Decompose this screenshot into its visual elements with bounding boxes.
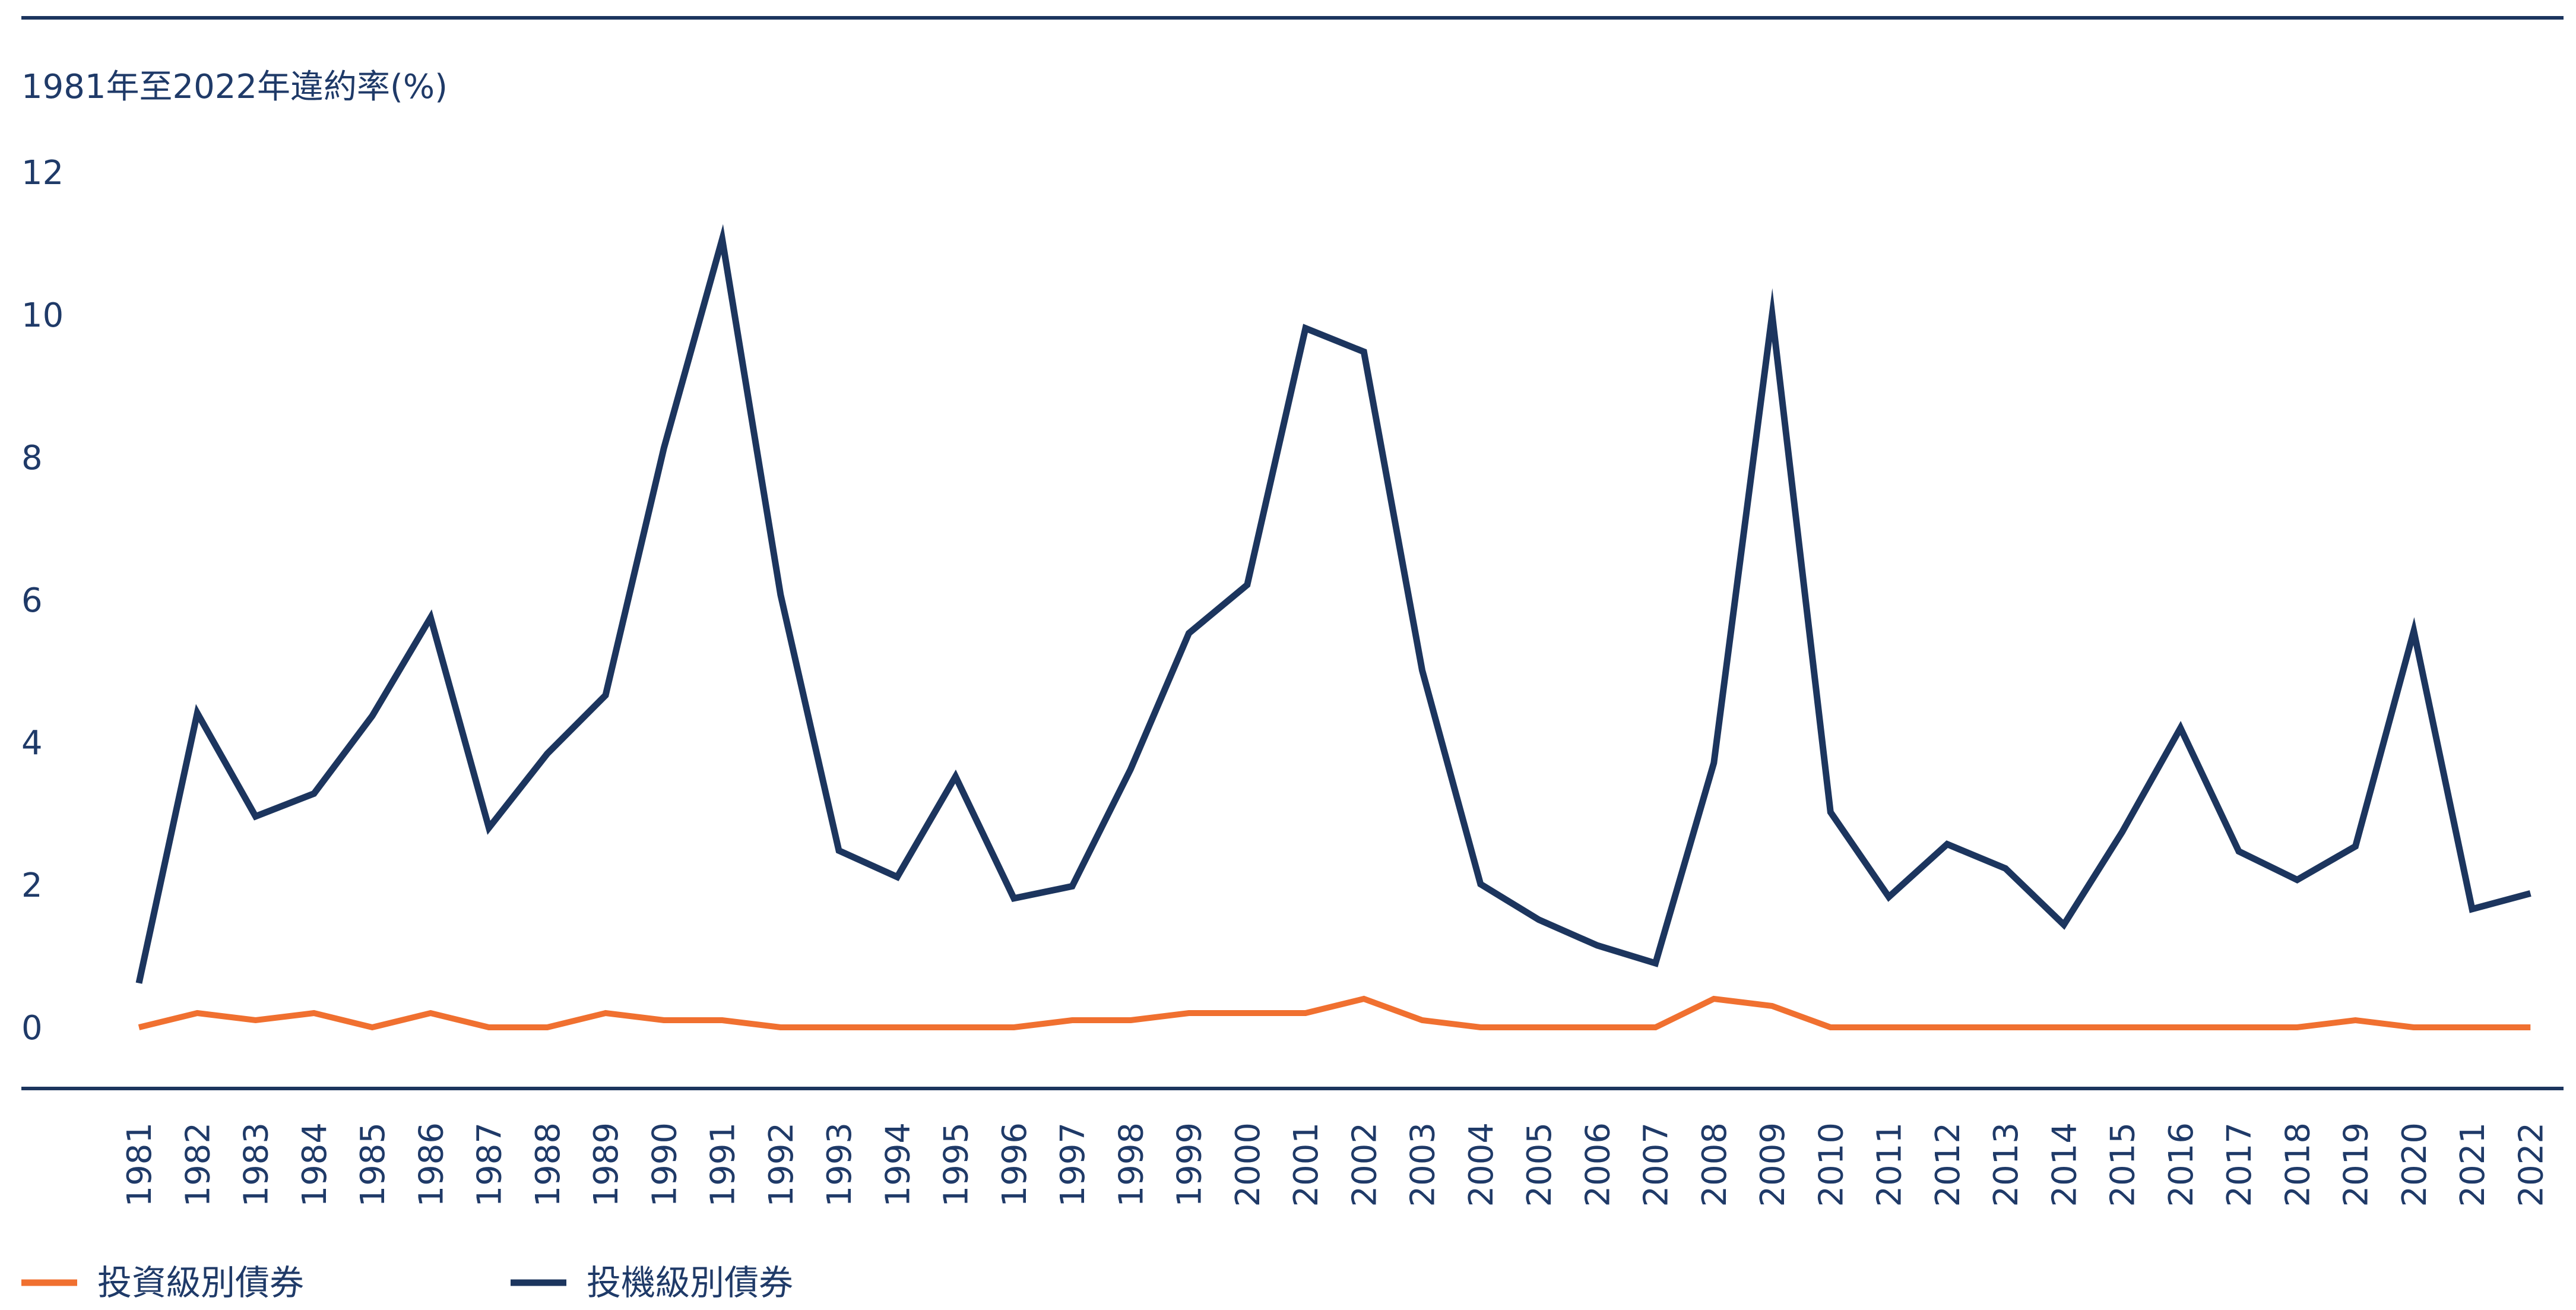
x-tick-label: 1990	[645, 1122, 684, 1207]
x-tick-label: 1986	[412, 1122, 451, 1207]
x-tick-label: 2015	[2104, 1122, 2143, 1207]
x-tick-label: 1996	[996, 1122, 1034, 1207]
x-tick-label: 1991	[704, 1122, 743, 1207]
y-tick-label: 4	[21, 724, 43, 762]
chart-title: 1981年至2022年違約率(%)	[21, 68, 448, 106]
x-tick-label: 1999	[1171, 1122, 1209, 1207]
x-tick-label: 2003	[1404, 1122, 1443, 1207]
y-tick-label: 2	[21, 866, 43, 905]
series-lines	[135, 224, 2531, 1031]
x-tick-label: 1984	[296, 1122, 334, 1207]
x-tick-label: 2009	[1754, 1122, 1792, 1207]
y-tick-label: 6	[21, 581, 43, 620]
x-tick-label: 2005	[1520, 1122, 1559, 1207]
x-tick-label: 1994	[879, 1122, 917, 1207]
legend-label-speculative-grade: 投機級別債券	[587, 1262, 793, 1303]
x-tick-label: 2019	[2337, 1122, 2376, 1207]
x-tick-label: 1983	[237, 1122, 276, 1207]
x-tick-label: 2008	[1696, 1122, 1734, 1207]
x-tick-label: 1988	[529, 1122, 568, 1207]
legend-label-investment-grade: 投資級別債券	[97, 1262, 304, 1303]
y-tick-label: 12	[21, 154, 64, 192]
x-axis-tick-labels: 1981 1982 1983 1984 1985 1986 1987 1988 1989 1990…	[121, 1122, 2550, 1207]
x-tick-label: 1985	[354, 1122, 392, 1207]
x-tick-label: 1998	[1112, 1122, 1151, 1207]
x-tick-label: 2016	[2162, 1122, 2201, 1207]
series-line-investment-grade	[138, 995, 2531, 1031]
x-tick-label: 2014	[2045, 1122, 2084, 1207]
x-tick-label: 2001	[1287, 1122, 1326, 1207]
x-tick-label: 1982	[179, 1122, 217, 1207]
y-tick-label: 0	[21, 1009, 43, 1048]
x-tick-label: 1987	[471, 1122, 509, 1207]
x-tick-label: 2021	[2454, 1122, 2492, 1207]
x-tick-label: 2010	[1812, 1122, 1851, 1207]
x-tick-label: 2011	[1871, 1122, 1909, 1207]
y-tick-label: 8	[21, 439, 43, 477]
series-line-speculative-grade	[135, 224, 2531, 984]
x-tick-label: 1992	[762, 1122, 801, 1207]
x-tick-label: 1989	[587, 1122, 626, 1207]
x-tick-label: 2000	[1229, 1122, 1268, 1207]
x-tick-label: 2018	[2279, 1122, 2317, 1207]
x-tick-label: 1981	[121, 1122, 159, 1207]
x-tick-label: 1993	[820, 1122, 859, 1207]
x-tick-label: 2017	[2220, 1122, 2259, 1207]
x-tick-label: 2012	[1929, 1122, 1967, 1207]
x-tick-label: 2004	[1462, 1122, 1501, 1207]
x-tick-label: 2002	[1345, 1122, 1384, 1207]
legend: 投資級別債券 投機級別債券	[21, 1262, 793, 1303]
y-axis-tick-labels: 0 2 4 6 8 10 12	[21, 154, 64, 1048]
x-tick-label: 1995	[937, 1122, 976, 1207]
x-tick-label: 1997	[1054, 1122, 1092, 1207]
x-tick-label: 2022	[2512, 1122, 2550, 1207]
y-tick-label: 10	[21, 296, 64, 335]
x-tick-label: 2020	[2396, 1122, 2434, 1207]
x-tick-label: 2013	[1987, 1122, 2026, 1207]
x-tick-label: 2007	[1637, 1122, 1676, 1207]
x-tick-label: 2006	[1579, 1122, 1617, 1207]
